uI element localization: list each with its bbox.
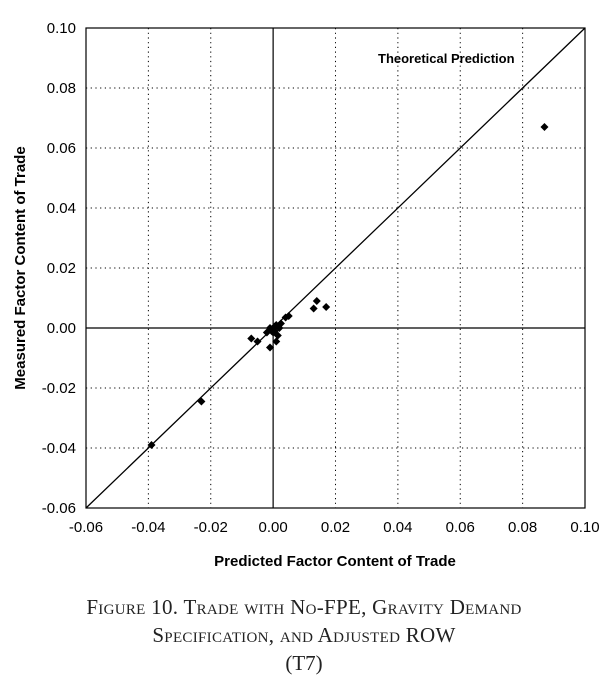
data-point [147,441,156,449]
data-point [281,313,290,322]
data-point [276,319,285,328]
zero-axes [86,28,585,508]
y-tick-label: 0.08 [47,80,76,97]
data-point [540,123,549,131]
x-tick-label: 0.04 [383,519,412,536]
x-tick-label: -0.04 [131,519,165,536]
data-points [147,123,549,449]
figure-caption-line-3: (T7) [285,651,323,675]
data-point [262,328,271,337]
y-tick-label: -0.06 [42,500,76,517]
data-point [312,297,321,305]
theoretical-prediction-label: Theoretical Prediction [378,51,515,66]
y-tick-label: 0.10 [47,20,76,37]
scatter-chart: Theoretical Prediction -0.06 -0.04 -0.02 0.… [12,20,600,570]
y-tick-label: -0.02 [42,380,76,397]
data-point [309,304,318,313]
x-tick-label: 0.10 [570,519,599,536]
y-tick-label: 0.04 [47,200,76,217]
data-point [266,343,275,352]
x-tick-label: 0.02 [321,519,350,536]
y-tick-label: 0.02 [47,260,76,277]
data-point [247,334,256,343]
figure-caption-line-1: Figure 10. Trade with No-FPE, Gravity De… [86,595,522,619]
y-axis-title: Measured Factor Content of Trade [12,146,29,389]
figure-caption-line-2: Specification, and Adjusted ROW [152,623,456,647]
y-tick-label: -0.04 [42,440,76,457]
x-tick-label: 0.00 [259,519,288,536]
data-point [197,397,206,406]
x-tick-label: 0.06 [446,519,475,536]
x-tick-label: 0.08 [508,519,537,536]
data-point [272,337,281,346]
y-tick-label: 0.06 [47,140,76,157]
x-tick-label: -0.02 [194,519,228,536]
theoretical-prediction-line [85,27,586,509]
y-tick-labels: -0.06 -0.04 -0.02 0.00 0.02 0.04 0.06 0.08 0.10 [42,20,76,517]
x-tick-labels: -0.06 -0.04 -0.02 0.00 0.02 0.04 0.06 0.08 0.10 [69,519,600,536]
data-point [322,303,331,311]
y-tick-label: 0.00 [47,320,76,337]
x-tick-label: -0.06 [69,519,103,536]
x-axis-title: Predicted Factor Content of Trade [214,553,456,570]
data-point [270,322,279,331]
data-point [253,337,262,346]
data-point [269,328,278,337]
